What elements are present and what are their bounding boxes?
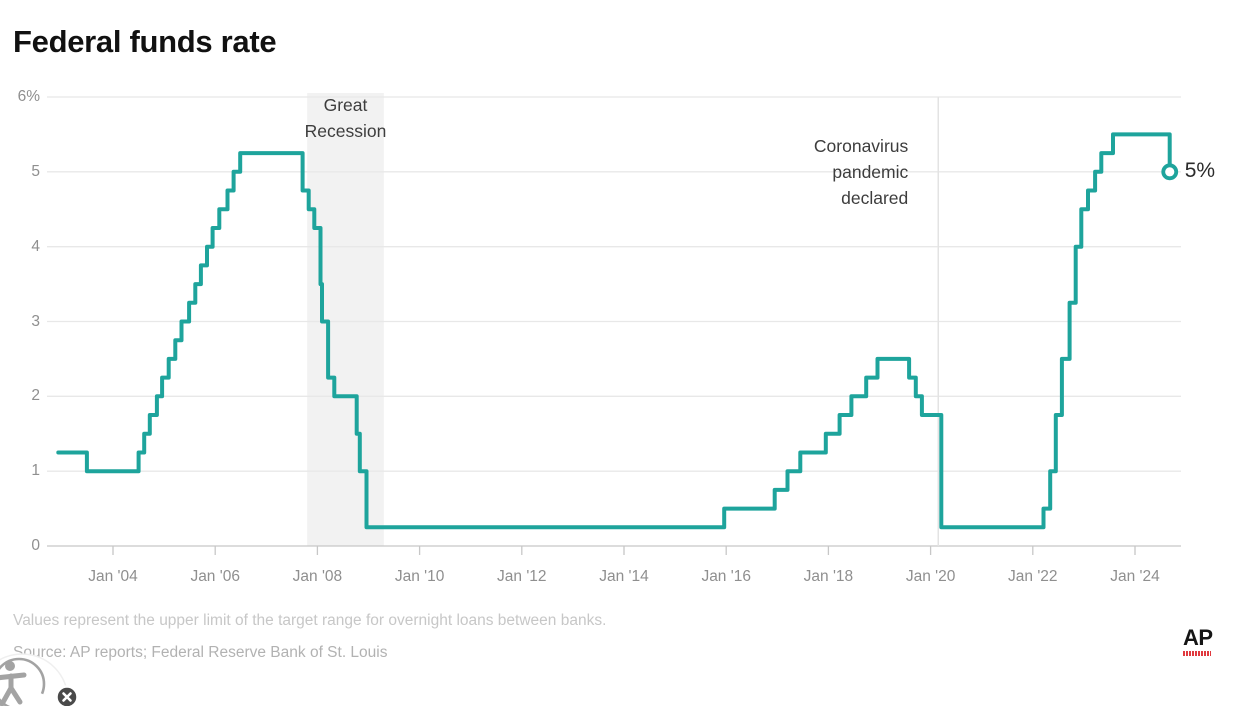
pandemic-annotation-line1: Coronavirus [813,136,909,156]
y-axis-label: 0 [31,537,40,554]
x-axis-label: Jan '16 [701,568,751,585]
accessibility-arc-icon [0,657,46,706]
pandemic-annotation-line3: declared [841,188,909,208]
x-axis-label: Jan '10 [394,568,445,585]
y-axis-label: 1 [31,462,40,480]
pandemic-annotation: Coronavirus pandemic declared [688,133,908,211]
close-icon [55,685,79,706]
end-marker [1161,163,1179,181]
series-line [56,132,1172,530]
ap-logo-underline [1183,651,1211,656]
accessibility-widget-button[interactable] [0,648,94,706]
source-line: Source: AP reports; Federal Reserve Bank… [13,644,388,661]
y-axis-label: 2 [31,387,40,405]
ap-logo-text: AP [1183,625,1213,650]
chart-footnote: Values represent the upper limit of the … [13,612,607,629]
x-axis-label: Jan '12 [497,568,547,585]
page-title: Federal funds rate [13,24,277,59]
y-axis-label: 3 [31,312,40,330]
x-axis-label: Jan '18 [803,568,854,585]
x-axis-label: Jan '20 [905,568,956,585]
y-axis-label: 4 [31,237,40,255]
x-axis-label: Jan '14 [599,568,649,585]
recession-annotation-line1: Great [323,95,368,115]
y-axis-label: 5 [31,162,40,180]
recession-annotation-line2: Recession [304,121,387,141]
x-axis-label: Jan '08 [292,568,343,585]
pandemic-annotation-line2: pandemic [832,162,909,182]
x-axis-label: Jan '06 [190,568,240,585]
recession-band [307,93,384,546]
ap-logo: AP [1183,625,1213,656]
x-axis-label: Jan '04 [88,568,138,585]
y-axis-label: 6% [17,88,40,105]
x-axis-label: Jan '22 [1008,568,1058,585]
end-value-label: 5% [1184,158,1216,182]
x-axis-label: Jan '24 [1110,568,1160,585]
accessibility-icon [0,653,79,706]
accessibility-person-icon [0,661,27,706]
recession-annotation: Great Recession [266,92,426,144]
